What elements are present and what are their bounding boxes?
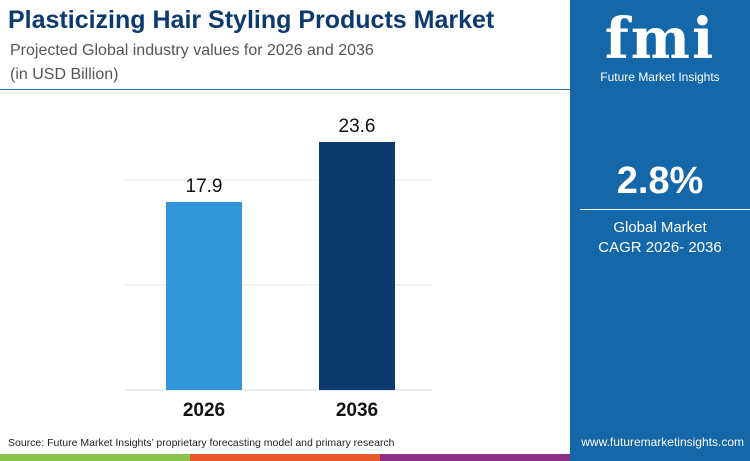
cagr-label-2: CAGR 2026- 2036 [598,239,722,256]
brand-name: Future Market Insights [600,70,720,84]
color-strip-purple [380,454,570,461]
data-label: 17.9 [186,176,223,197]
fmi-logo: fmi [604,6,716,72]
page-title: Plasticizing Hair Styling Products Marke… [8,6,495,34]
divider [0,89,570,90]
cagr-value: 2.8% [616,160,704,202]
color-strip-green [0,454,190,461]
source-note: Source: Future Market Insights’ propriet… [8,437,395,449]
data-label: 23.6 [339,116,376,137]
cagr-label-1: Global Market [613,219,707,236]
unit-label: (in USD Billion) [10,66,119,83]
cagr-divider [580,209,750,210]
cagr-label: Global Market CAGR 2026- 2036 [570,218,750,258]
x-tick-label: 2026 [183,400,225,421]
bar-2026 [166,201,242,390]
bar-2036 [319,142,395,390]
subtitle: Projected Global industry values for 202… [10,42,374,59]
color-strip-orange [190,454,380,461]
side-panel: fmi Future Market Insights 2.8% Global M… [570,0,750,461]
website-link[interactable]: www.futuremarketinsights.com [581,435,744,449]
bar-chart: 17.9 2026 23.6 2036 [125,116,432,421]
x-tick-label: 2036 [336,400,378,421]
